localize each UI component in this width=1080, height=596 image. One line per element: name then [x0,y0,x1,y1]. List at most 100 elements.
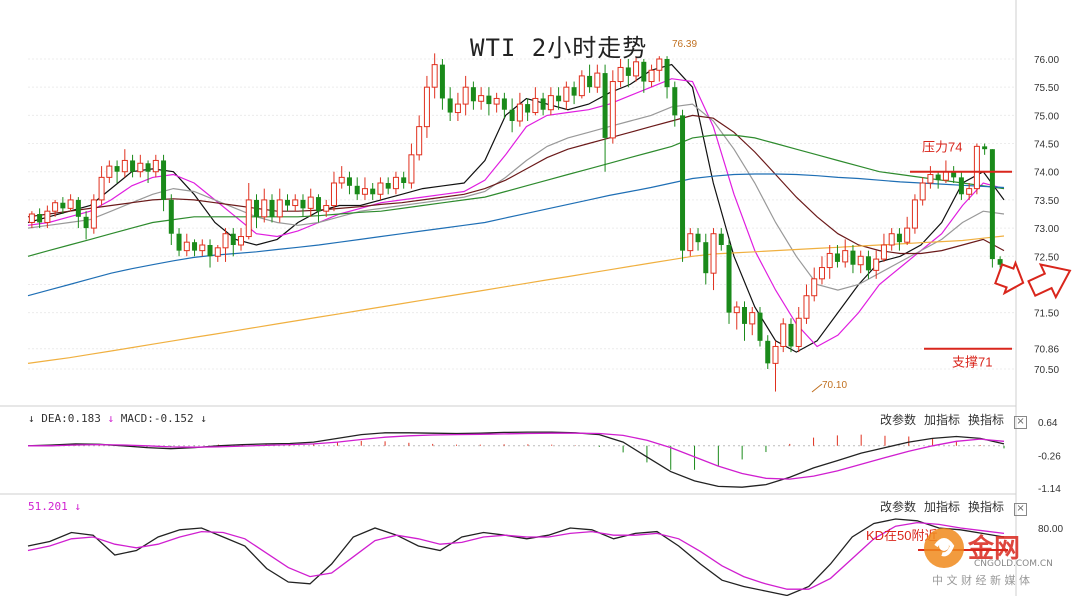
candle-body [214,247,221,257]
kd-close-button[interactable]: × [1014,503,1028,516]
macd-switch-indicator-button[interactable]: 换指标 [968,413,1005,427]
low-price-pointer [811,383,823,393]
kd-toolbar: 改参数 加指标 换指标 × [880,498,1035,516]
candle-body [672,87,678,116]
candle-body [207,245,213,257]
candle-body [83,216,89,229]
candle-body [338,176,345,184]
candle-body [60,202,66,209]
candle-body [284,199,290,206]
candle-body [656,58,663,71]
macd-legend: ↓ DEA:0.183 ↓ MACD:-0.152 ↓ [28,412,207,425]
candle-body [680,115,686,251]
kd-k-line [27,518,1005,596]
candle-body [880,244,887,260]
price-tick-label: 73.50 [1034,196,1059,207]
candle-body [578,75,585,97]
candle-body [772,345,779,364]
candle-body [67,199,74,209]
kd-value: 51.201 [28,500,68,513]
candle-body [478,95,485,102]
candle-body [873,258,880,271]
candle-body [966,188,973,195]
dea-value: 0.183 [67,412,101,425]
candle-body [377,182,384,195]
candle-body [354,185,360,195]
candle-body [742,307,748,324]
candle-body [788,323,794,347]
candle-body [811,278,818,297]
candle-body [199,244,206,252]
candle-body [222,233,229,249]
candle-body [803,295,810,319]
kd-edit-params-button[interactable]: 改参数 [880,500,917,514]
dea-prefix: DEA: [41,412,68,425]
macd-dea-line [28,432,1005,480]
candle-body [401,177,407,183]
macd-edit-params-button[interactable]: 改参数 [880,413,917,427]
candle-body [826,252,833,269]
candle-body [276,199,283,218]
macd-tick-label: 0.64 [1038,418,1058,429]
kd-d-line [27,521,1005,590]
candle-body [726,245,732,313]
macd-pink-arrow-icon: ↓ [107,412,115,425]
candle-body [973,145,980,190]
candle-body [982,146,988,150]
moving-average-line [27,114,1005,255]
macd-add-indicator-button[interactable]: 加指标 [924,413,961,427]
candle-body [904,227,911,243]
price-tick-label: 70.50 [1034,365,1059,376]
support-label: 支撑71 [952,355,992,370]
candle-body [454,103,461,114]
candle-body [114,166,120,172]
candle-body [757,312,763,341]
macd-down-arrow-icon: ↓ [28,412,35,425]
candle-body [408,154,415,184]
candle-body [710,233,717,274]
macd-value: -0.152 [153,412,194,425]
candle-body [37,214,43,223]
candle-body [927,174,934,184]
candle-body [587,75,593,88]
kd-tick-label: 80.00 [1038,524,1063,535]
moving-average-line [27,134,1005,257]
kd-legend: 51.201 ↓ [28,500,81,513]
candle-body [183,241,190,252]
candle-body [392,176,399,190]
watermark: 金网 CNGOLD.COM.CN 中 文 财 经 新 媒 体 [918,524,1068,588]
moving-average-line [27,173,1005,297]
candle-body [857,255,864,266]
moving-average-line [27,63,1005,353]
candle-body [617,66,624,83]
candle-body [602,73,608,138]
price-tick-label: 74.50 [1034,140,1059,151]
down-right-arrow-icon [994,260,1025,296]
candle-body [842,250,849,263]
high-price-label: 76.39 [672,39,697,50]
candle-body [44,210,51,223]
price-tick-label: 72.50 [1034,252,1059,263]
kd-add-indicator-button[interactable]: 加指标 [924,500,961,514]
moving-average-line [27,235,1005,364]
candle-body [98,176,105,201]
candle-body [718,233,724,245]
candle-body [330,182,337,207]
candle-body [176,233,182,251]
moving-average-line [27,78,1005,348]
candle-body [254,199,260,217]
candle-body [168,199,174,234]
candle-body [556,95,562,102]
candle-body [75,199,81,217]
candle-body [323,205,330,212]
watermark-tagline: 中 文 财 经 新 媒 体 [932,574,1030,587]
candle-body [307,196,314,209]
candle-body [493,97,500,105]
up-right-arrow-icon [1027,263,1072,300]
kd-switch-indicator-button[interactable]: 换指标 [968,500,1005,514]
macd-close-button[interactable]: × [1014,416,1028,429]
candle-body [865,256,871,271]
candle-body [532,97,539,114]
candle-body [447,98,453,113]
